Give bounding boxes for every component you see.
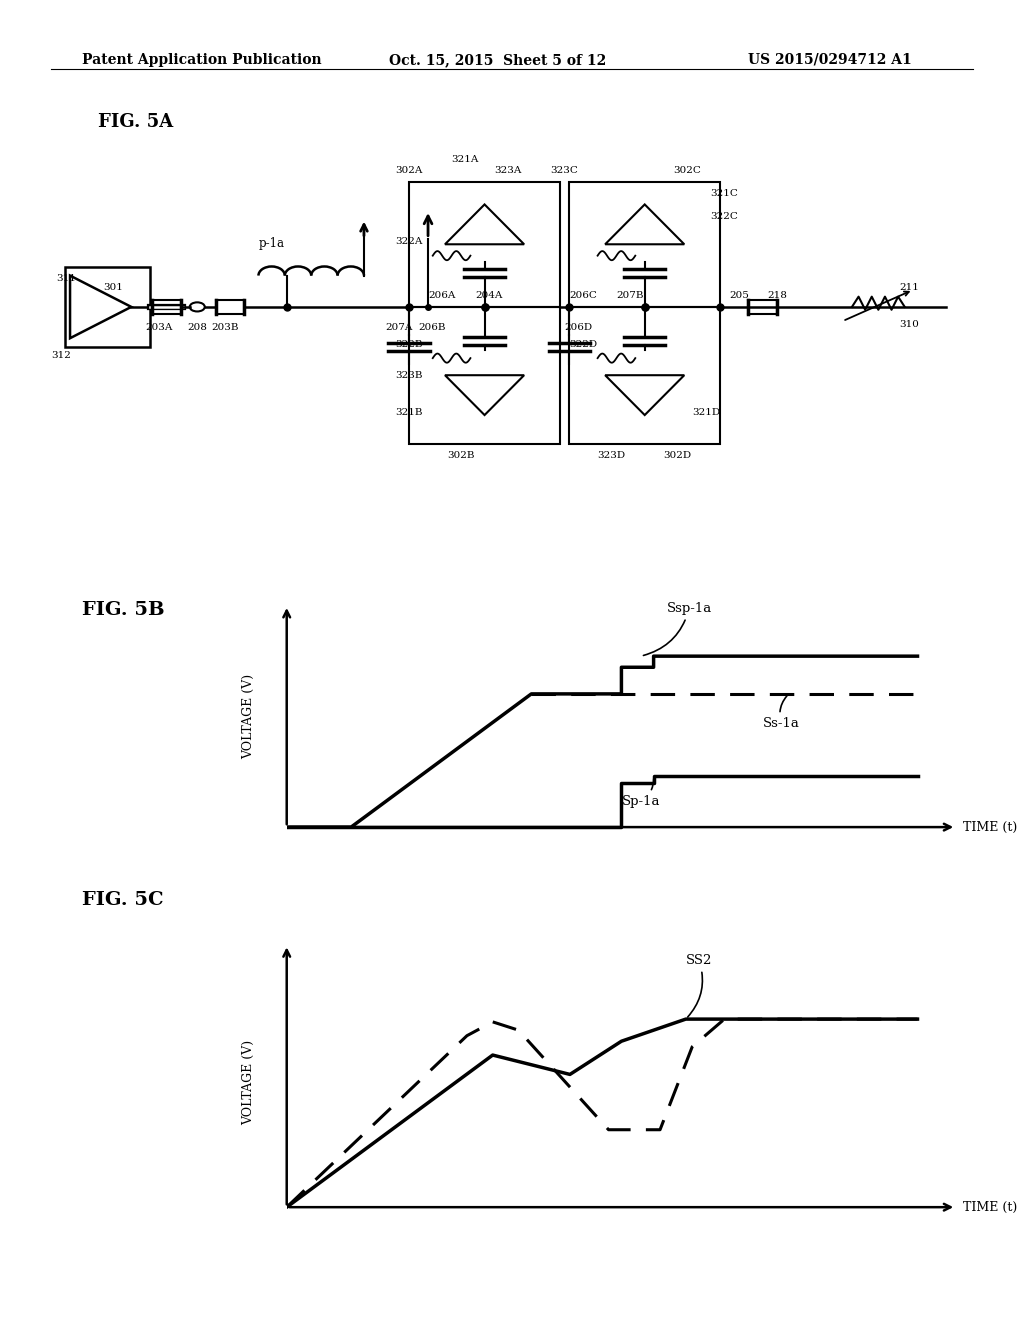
Bar [410, 182, 560, 308]
Text: 322B: 322B [395, 339, 423, 348]
Text: US 2015/0294712 A1: US 2015/0294712 A1 [748, 53, 911, 67]
Text: Oct. 15, 2015  Sheet 5 of 12: Oct. 15, 2015 Sheet 5 of 12 [389, 53, 606, 67]
Text: 323B: 323B [395, 371, 423, 380]
Bar [66, 267, 151, 347]
Text: 205: 205 [729, 292, 750, 301]
Text: 321D: 321D [692, 408, 720, 417]
Text: 207B: 207B [616, 292, 644, 301]
Text: Sp-1a: Sp-1a [622, 779, 659, 808]
Text: 203B: 203B [211, 322, 239, 331]
Text: 211: 211 [899, 282, 919, 292]
Text: 321B: 321B [395, 408, 423, 417]
Text: VOLTAGE (V): VOLTAGE (V) [242, 673, 255, 759]
Text: 323D: 323D [598, 450, 626, 459]
Text: 206C: 206C [569, 292, 597, 301]
Text: 302A: 302A [395, 166, 423, 176]
Text: 218: 218 [767, 292, 787, 301]
Text: 302B: 302B [446, 450, 474, 459]
Text: 321A: 321A [452, 154, 479, 164]
Bar [569, 306, 720, 444]
Text: 204A: 204A [475, 292, 503, 301]
Text: 206D: 206D [564, 322, 593, 331]
Text: FIG. 5B: FIG. 5B [82, 601, 165, 619]
Text: Ss-1a: Ss-1a [763, 696, 800, 730]
Text: 301: 301 [103, 282, 123, 292]
Text: TIME (t): TIME (t) [963, 821, 1017, 834]
Bar [569, 182, 720, 308]
Text: 322A: 322A [395, 238, 423, 247]
Text: Ssp-1a: Ssp-1a [643, 602, 712, 656]
Text: 323C: 323C [551, 166, 579, 176]
Text: 203A: 203A [145, 322, 173, 331]
Text: TIME (t): TIME (t) [963, 1201, 1017, 1213]
Text: 206B: 206B [419, 322, 446, 331]
Text: 312: 312 [51, 351, 71, 360]
Text: 323A: 323A [494, 166, 521, 176]
Text: 322C: 322C [711, 211, 738, 220]
Bar [410, 306, 560, 444]
Text: SS2: SS2 [686, 954, 712, 1016]
Text: 208: 208 [187, 322, 208, 331]
Text: 206A: 206A [428, 292, 456, 301]
Text: Patent Application Publication: Patent Application Publication [82, 53, 322, 67]
Text: 311: 311 [56, 275, 76, 284]
Text: 310: 310 [899, 319, 919, 329]
Text: 302C: 302C [673, 166, 700, 176]
Text: p-1a: p-1a [258, 238, 285, 249]
Text: 302D: 302D [664, 450, 691, 459]
Text: 207A: 207A [386, 322, 413, 331]
Text: 322D: 322D [569, 339, 597, 348]
Text: FIG. 5C: FIG. 5C [82, 891, 164, 909]
Text: 321C: 321C [711, 189, 738, 198]
Text: VOLTAGE (V): VOLTAGE (V) [242, 1040, 255, 1125]
Text: FIG. 5A: FIG. 5A [98, 114, 173, 132]
